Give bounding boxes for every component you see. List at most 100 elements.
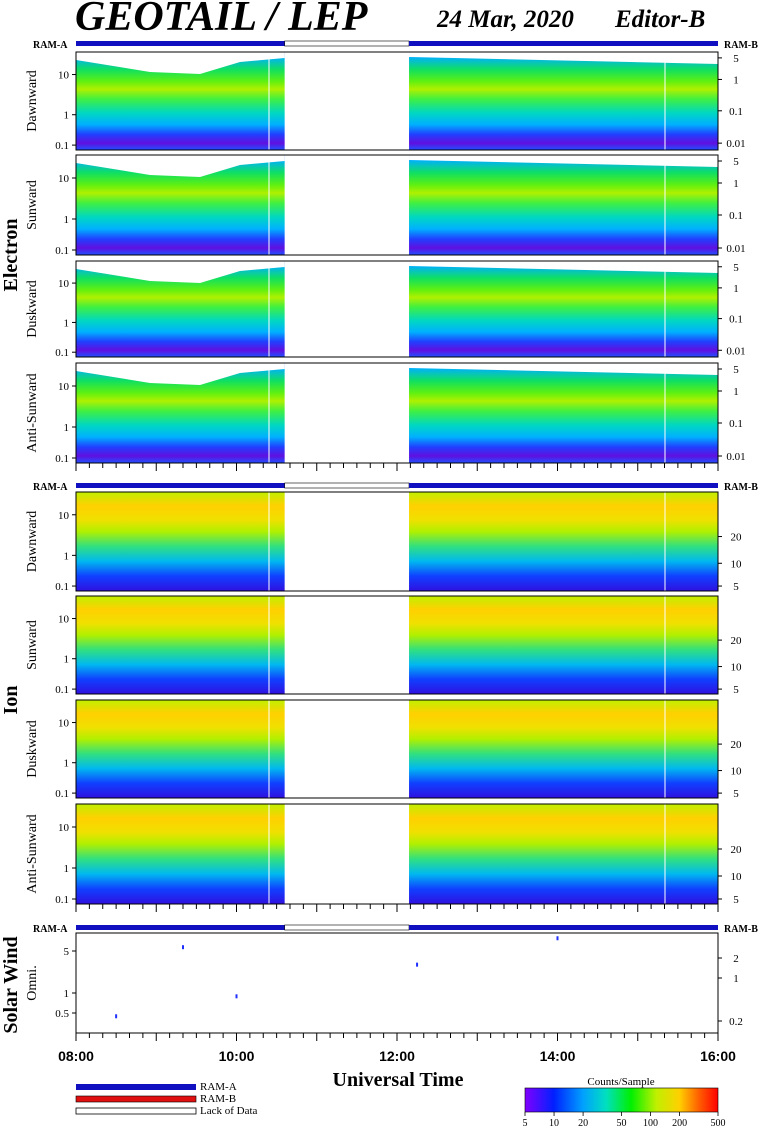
group-label: Ion xyxy=(0,686,22,715)
x-tick-label: 14:00 xyxy=(540,1048,576,1064)
left-tick-label: 0.1 xyxy=(55,245,69,257)
right-tick-label: 5 xyxy=(733,53,739,65)
ram-b-label: RAM-B xyxy=(724,482,758,493)
left-tick-label: 10 xyxy=(58,822,70,834)
right-tick-label: 20 xyxy=(731,844,743,856)
spectrogram-late xyxy=(409,155,718,255)
right-tick-label: 0.2 xyxy=(729,1016,743,1028)
panel-label: Anti-Sunward xyxy=(25,814,40,893)
right-tick-label: 10 xyxy=(731,662,743,674)
right-tick-label: 20 xyxy=(731,532,743,544)
spectrogram-early xyxy=(76,492,285,591)
right-tick-label: 20 xyxy=(731,739,743,751)
legend-ram-a-label: RAM-A xyxy=(200,1081,237,1093)
legend-lack-label: Lack of Data xyxy=(200,1105,258,1117)
x-tick-label: 12:00 xyxy=(379,1048,415,1064)
colorbar-tick-label: 20 xyxy=(578,1118,588,1128)
x-tick-labels: 08:00 10:00 12:00 14:00 16:00 xyxy=(58,1048,736,1064)
left-tick-label: 1 xyxy=(64,214,70,226)
left-tick-label: 0.1 xyxy=(55,894,69,906)
right-tick-label: 0.01 xyxy=(726,138,745,150)
panel-frame xyxy=(75,260,719,358)
left-tick-label: 5 xyxy=(64,946,70,958)
panel-label: Sunward xyxy=(25,620,40,670)
figure-date: 24 Mar, 2020 xyxy=(436,6,574,33)
right-tick-label: 20 xyxy=(731,635,743,647)
right-tick-label: 0.1 xyxy=(729,314,743,326)
solar-wind-point xyxy=(182,945,184,950)
group-label: Electron xyxy=(0,219,22,292)
right-tick-label: 0.1 xyxy=(729,106,743,118)
left-tick-label: 1 xyxy=(64,863,70,875)
panel-frame xyxy=(75,51,719,151)
x-tick-label: 10:00 xyxy=(219,1048,255,1064)
ram-bar-a xyxy=(76,41,285,46)
right-tick-label: 5 xyxy=(733,364,739,376)
panel-label: Anti-Sunward xyxy=(25,373,40,452)
dropout-region-late xyxy=(409,155,718,167)
right-tick-label: 1 xyxy=(733,178,739,190)
panel-frame xyxy=(75,595,719,695)
spectrogram-late xyxy=(409,52,718,150)
right-tick-label: 10 xyxy=(731,558,743,570)
figure-title: GEOTAIL / LEP xyxy=(75,0,368,40)
spectrogram-late xyxy=(409,596,718,694)
spectrogram-late xyxy=(409,804,718,904)
left-tick-label: 10 xyxy=(58,381,70,393)
right-tick-label: 5 xyxy=(733,262,739,274)
ram-a-label: RAM-A xyxy=(33,924,68,935)
dropout-region xyxy=(76,261,285,283)
ram-bar-a-late xyxy=(409,925,718,930)
ram-bar-gap xyxy=(284,924,410,931)
dropout-region-late xyxy=(409,261,718,273)
panel-frame xyxy=(75,699,719,799)
spectrogram-late xyxy=(409,700,718,798)
right-tick-label: 5 xyxy=(733,581,739,593)
right-tick-label: 10 xyxy=(731,766,743,778)
solar-wind-point xyxy=(416,962,419,967)
left-tick-label: 0.1 xyxy=(55,581,69,593)
panel-frame xyxy=(75,491,719,592)
panel-label: Dawnward xyxy=(25,70,40,131)
solar-wind-point xyxy=(556,936,559,941)
colorbar xyxy=(524,1087,719,1113)
ram-b-label: RAM-B xyxy=(724,924,758,935)
panel-label: Sunward xyxy=(25,180,40,230)
colorbar-tick-label: 500 xyxy=(711,1118,726,1128)
colorbar-tick-label: 5 xyxy=(523,1118,528,1128)
ram-a-label: RAM-A xyxy=(33,40,68,51)
colorbar-title: Counts/Sample xyxy=(587,1076,654,1088)
legend-ram-a-swatch xyxy=(76,1084,196,1090)
right-tick-label: 5 xyxy=(733,684,739,696)
legend-ram-b-label: RAM-B xyxy=(200,1093,236,1105)
colorbar-tick-label: 50 xyxy=(617,1118,627,1128)
left-tick-label: 0.1 xyxy=(55,684,69,696)
left-tick-label: 0.1 xyxy=(55,453,69,465)
dropout-region xyxy=(76,155,285,177)
right-tick-label: 2 xyxy=(733,953,739,965)
left-tick-label: 0.1 xyxy=(55,788,69,800)
ram-bar-a-late xyxy=(409,483,718,488)
solar-wind-point xyxy=(115,1014,118,1019)
ram-bar-gap xyxy=(284,40,410,47)
right-tick-label: 1 xyxy=(733,283,739,295)
ram-bar-a xyxy=(76,925,285,930)
left-tick-label: 1 xyxy=(64,550,70,562)
right-tick-label: 0.1 xyxy=(729,418,743,430)
left-tick-label: 0.1 xyxy=(55,347,69,359)
spectrogram-early xyxy=(76,596,285,694)
right-tick-label: 0.1 xyxy=(729,210,743,222)
panel-label: Omni. xyxy=(25,965,40,1000)
spectrogram-early xyxy=(76,804,285,904)
right-tick-label: 5 xyxy=(733,156,739,168)
right-tick-label: 0.01 xyxy=(726,451,745,463)
left-tick-label: 10 xyxy=(58,614,70,626)
solar-wind-point xyxy=(235,994,238,999)
panel-frame xyxy=(75,154,719,256)
colorbar-tick-label: 200 xyxy=(672,1118,687,1128)
panel-label: Duskward xyxy=(25,720,40,778)
dropout-region xyxy=(76,52,285,74)
x-tick-label: 16:00 xyxy=(700,1048,736,1064)
spectrogram-late xyxy=(409,261,718,357)
